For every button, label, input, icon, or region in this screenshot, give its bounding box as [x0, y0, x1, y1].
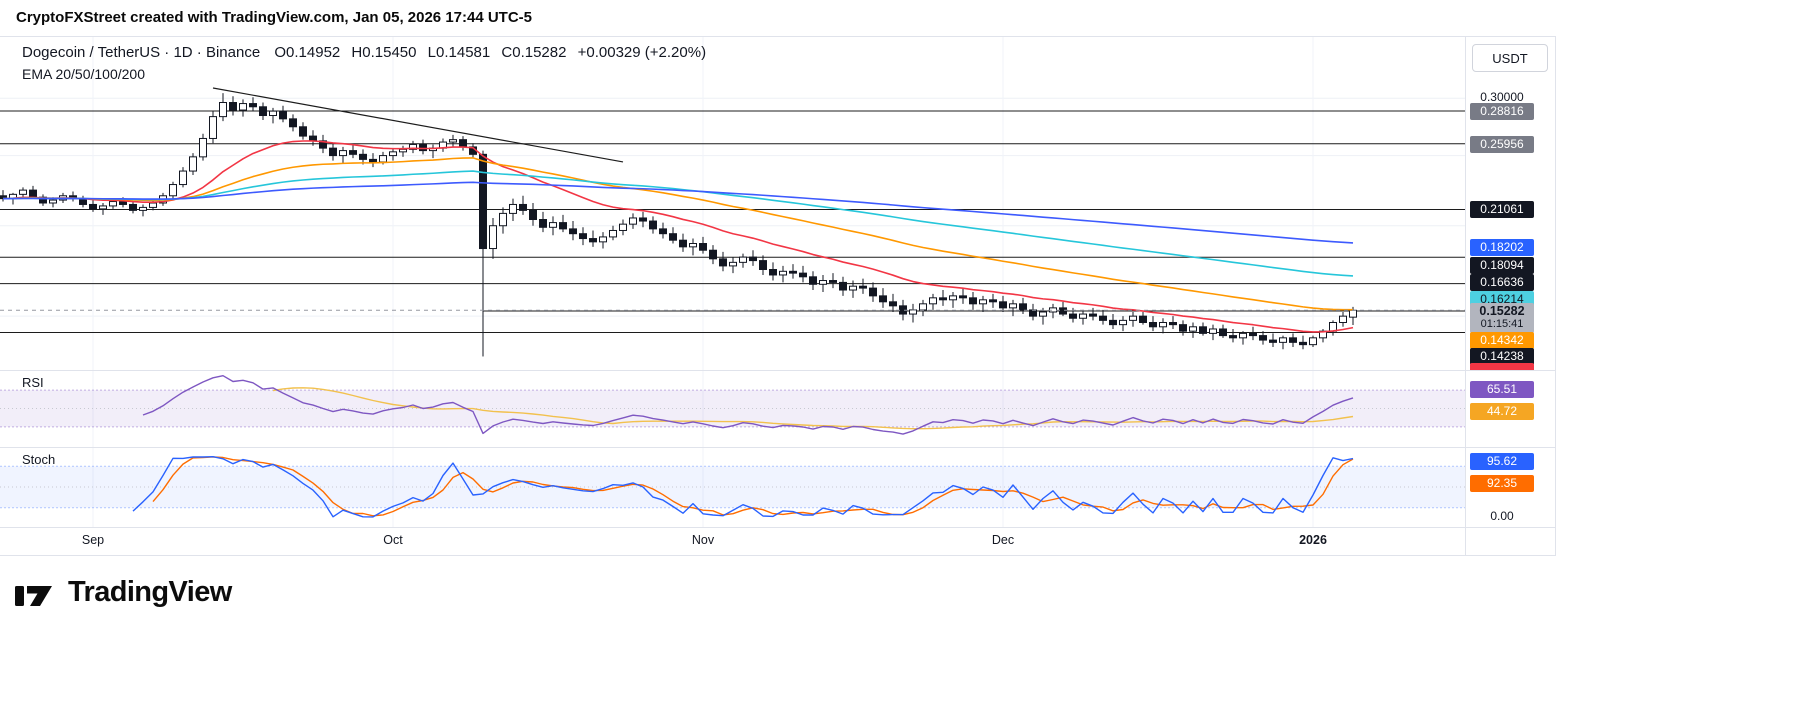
- price-axis[interactable]: 0.30000 0.28816 0.25956 0.21061 0.18202 0.180…: [1468, 0, 1556, 556]
- stoch-value-badge: 92.35: [1470, 475, 1534, 492]
- price-label: 0.25956: [1470, 136, 1534, 153]
- stoch-k-line: [132, 456, 1354, 518]
- price-label: 0.16636: [1470, 274, 1534, 291]
- symbol-legend: Dogecoin / TetherUS · 1D · Binance O0.14…: [22, 44, 713, 82]
- rsi-value-badge: 44.72: [1470, 403, 1534, 420]
- watermark-header: CryptoFXStreet created with TradingView.…: [16, 9, 533, 26]
- ema-50-line: [2, 157, 1354, 311]
- currency-toggle-button[interactable]: USDT: [1472, 44, 1548, 72]
- time-axis-label-dec: Dec: [991, 533, 1015, 547]
- indicator-legend-ema[interactable]: EMA 20/50/100/200: [22, 66, 145, 82]
- rsi-value-badge: 65.51: [1470, 381, 1534, 398]
- price-label: 0.18202: [1470, 239, 1534, 256]
- symbol-title[interactable]: Dogecoin / TetherUS · 1D · Binance: [22, 44, 261, 61]
- ema-200-line: [2, 181, 1354, 244]
- ema-100-line: [2, 170, 1354, 277]
- time-axis-label-oct: Oct: [383, 533, 403, 547]
- time-axis-label-sep: Sep: [81, 533, 105, 547]
- price-label: 0.21061: [1470, 201, 1534, 218]
- time-axis[interactable]: Sep Oct Nov Dec 2026: [0, 529, 1556, 555]
- time-axis-label-2026: 2026: [1299, 533, 1327, 547]
- price-label: 0.14238: [1470, 348, 1534, 365]
- price-label: 0.28816: [1470, 103, 1534, 120]
- ohlc-close: C0.15282: [501, 44, 567, 61]
- footer-brand[interactable]: TradingView: [14, 570, 232, 614]
- tradingview-wordmark: TradingView: [68, 575, 232, 608]
- stoch-pane-label[interactable]: Stoch: [22, 452, 56, 467]
- ohlc-high: H0.15450: [351, 44, 417, 61]
- candles-layer: [0, 93, 1357, 357]
- rsi-ma-line: [272, 387, 1354, 430]
- price-label-clipped: [1470, 363, 1534, 370]
- current-price-badge: 0.15282 01:15:41: [1470, 303, 1534, 333]
- tradingview-logo-icon: [14, 570, 58, 614]
- rsi-line: [142, 375, 1354, 435]
- ema-20-line: [2, 140, 1354, 333]
- pane-separators: [0, 36, 1556, 556]
- ohlc-low: L0.14581: [427, 44, 491, 61]
- descending-trendline[interactable]: [212, 87, 624, 163]
- stoch-value-badge: 95.62: [1470, 453, 1534, 470]
- stoch-zero-label: 0.00: [1490, 509, 1514, 523]
- grid-layer: [0, 37, 1465, 527]
- ohlc-open: O0.14952: [274, 44, 341, 61]
- rsi-pane-label[interactable]: RSI: [22, 375, 44, 390]
- time-axis-label-nov: Nov: [691, 533, 715, 547]
- price-label: 0.14342: [1470, 332, 1534, 349]
- price-label: 0.30000: [1480, 90, 1524, 104]
- chart-svg: [0, 36, 1556, 556]
- chart-canvas[interactable]: [0, 0, 1556, 556]
- price-change: +0.00329 (+2.20%): [577, 44, 707, 61]
- price-label: 0.18094: [1470, 257, 1534, 274]
